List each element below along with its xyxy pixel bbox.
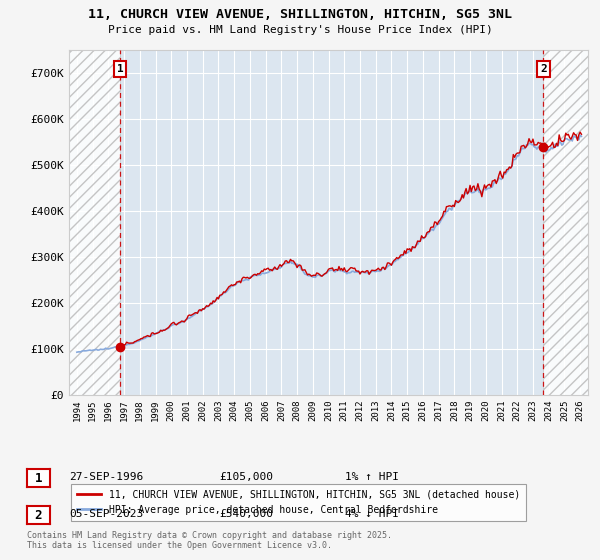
Text: 2: 2 (35, 508, 42, 522)
Text: £105,000: £105,000 (219, 472, 273, 482)
Text: Price paid vs. HM Land Registry's House Price Index (HPI): Price paid vs. HM Land Registry's House … (107, 25, 493, 35)
Text: Contains HM Land Registry data © Crown copyright and database right 2025.
This d: Contains HM Land Registry data © Crown c… (27, 530, 392, 550)
Legend: 11, CHURCH VIEW AVENUE, SHILLINGTON, HITCHIN, SG5 3NL (detached house), HPI: Ave: 11, CHURCH VIEW AVENUE, SHILLINGTON, HIT… (71, 484, 526, 521)
Bar (69, 50, 120, 395)
Text: 2: 2 (540, 64, 547, 74)
Text: 1: 1 (116, 64, 124, 74)
Text: 1% ↑ HPI: 1% ↑ HPI (345, 472, 399, 482)
Text: £540,000: £540,000 (219, 509, 273, 519)
Text: 05-SEP-2023: 05-SEP-2023 (69, 509, 143, 519)
Text: 4% ↓ HPI: 4% ↓ HPI (345, 509, 399, 519)
Bar (544, 50, 588, 395)
Text: 1: 1 (35, 472, 42, 485)
Text: 27-SEP-1996: 27-SEP-1996 (69, 472, 143, 482)
Text: 11, CHURCH VIEW AVENUE, SHILLINGTON, HITCHIN, SG5 3NL: 11, CHURCH VIEW AVENUE, SHILLINGTON, HIT… (88, 8, 512, 21)
